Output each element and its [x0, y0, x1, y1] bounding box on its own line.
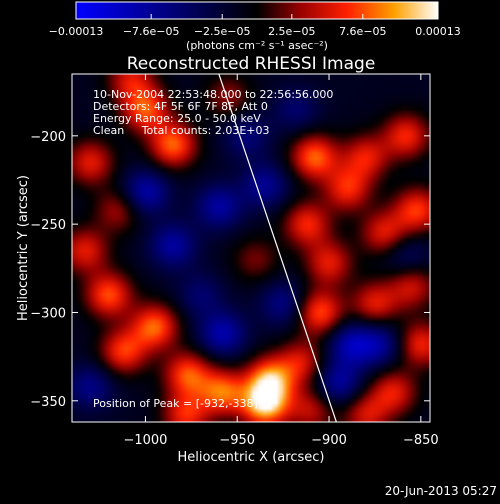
colorbar-units: (photons cm⁻² s⁻¹ asec⁻²) [186, 39, 328, 52]
peak-position-label: Position of Peak = [-932,-338] [93, 397, 258, 410]
x-tick-label: −1000 [123, 433, 167, 448]
y-tick-label: −350 [30, 395, 66, 410]
annotation-energy-range: Energy Range: 25.0 - 50.0 keV [93, 112, 261, 125]
colorbar-ticks: −0.00013 −7.6e−05 −2.5e−05 2.5e−05 7.6e−05 0.… [49, 14, 461, 38]
colorbar-tick-label: −7.6e−05 [123, 25, 180, 38]
info-annotations: 10-Nov-2004 22:53:48.000 to 22:56:56.000… [93, 88, 333, 137]
x-tick-label: −850 [403, 433, 439, 448]
colorbar-tick-label: 7.6e−05 [339, 25, 386, 38]
y-axis-label: Heliocentric Y (arcsec) [16, 175, 31, 321]
plot-frame [71, 73, 431, 423]
annotation-detectors: Detectors: 4F 5F 6F 7F 8F, Att 0 [93, 100, 268, 113]
x-axis-label: Heliocentric X (arcsec) [178, 450, 325, 465]
y-tick-label: −300 [30, 306, 66, 321]
y-tick-label: −200 [30, 130, 66, 145]
heatmap-image [72, 74, 430, 422]
y-tick-label: −250 [30, 218, 66, 233]
annotation-clean-counts: Clean Total counts: 2.03E+03 [93, 124, 270, 137]
x-tick-label: −950 [219, 433, 255, 448]
colorbar-gradient [75, 1, 439, 20]
colorbar-tick-label: −2.5e−05 [194, 25, 251, 38]
colorbar: −0.00013 −7.6e−05 −2.5e−05 2.5e−05 7.6e−05 0.… [49, 1, 461, 52]
chart-title: Reconstructed RHESSI Image [127, 54, 376, 74]
colorbar-tick-label: 0.00013 [415, 25, 461, 38]
colorbar-tick-label: −0.00013 [49, 25, 104, 38]
solar-limb-line [218, 74, 337, 422]
colorbar-tick-label: 2.5e−05 [268, 25, 315, 38]
footer-timestamp: 20-Jun-2013 05:27 [385, 484, 497, 498]
x-tick-label: −900 [311, 433, 347, 448]
annotation-time-range: 10-Nov-2004 22:53:48.000 to 22:56:56.000 [93, 88, 333, 101]
x-axis-ticks: −1000 −950 −900 −850 [123, 74, 439, 448]
y-axis-ticks: −200 −250 −300 −350 [30, 130, 430, 410]
